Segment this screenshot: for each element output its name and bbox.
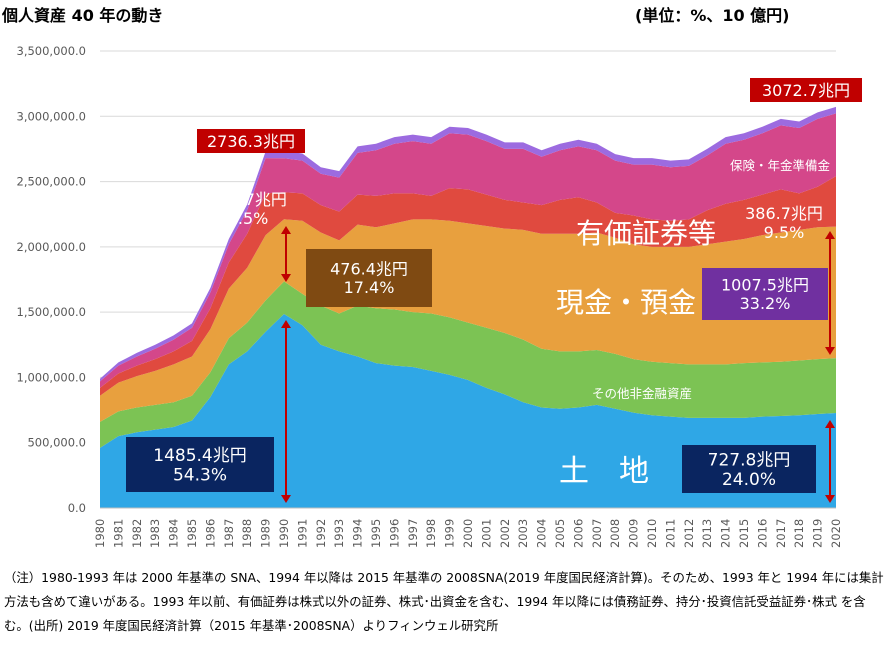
y-tick-label: 2,000,000.0	[17, 240, 87, 254]
x-tick-label: 1983	[148, 519, 162, 548]
x-tick-label: 2013	[700, 519, 714, 548]
area-series-0	[100, 314, 836, 508]
x-tick-label: 1988	[240, 519, 254, 548]
x-tick-label: 1996	[387, 519, 401, 548]
cash-1990-box-text: 17.4%	[344, 278, 395, 297]
x-tick-label: 2004	[535, 519, 549, 548]
land-2020-box-text: 727.8兆円	[708, 450, 791, 470]
area-series-1	[100, 281, 836, 448]
x-tick-label: 1990	[277, 519, 291, 548]
chart-title: 個人資産 40 年の動き	[2, 6, 164, 25]
total-1990-box-text: 2736.3兆円	[207, 132, 295, 151]
arrow-cash-1990-head-top	[281, 226, 291, 234]
x-tick-label: 1985	[185, 519, 199, 548]
cash-2020-box	[702, 268, 828, 320]
arrow-land-2020-head-top	[825, 420, 835, 428]
x-tick-label: 1997	[406, 519, 420, 548]
label-land: 土 地	[559, 454, 649, 489]
x-tick-label: 2015	[737, 519, 751, 548]
x-tick-label: 1999	[443, 519, 457, 548]
y-tick-label: 0.0	[68, 501, 86, 515]
x-tick-label: 2011	[663, 519, 677, 548]
x-tick-label: 2019	[811, 519, 825, 548]
land-1990-box	[126, 437, 274, 492]
y-tick-label: 1,000,000.0	[17, 370, 87, 384]
cash-2020-box-text: 1007.5兆円	[721, 276, 809, 295]
total-1990-box	[197, 129, 305, 153]
x-tick-label: 2009	[627, 519, 641, 548]
x-tick-label: 2018	[792, 519, 806, 548]
land-1990-box-text: 54.3%	[173, 465, 227, 485]
y-tick-label: 1,500,000.0	[17, 305, 87, 319]
y-tick-label: 500,000.0	[27, 436, 86, 450]
x-tick-label: 2016	[755, 519, 769, 548]
land-2020-box-text: 24.0%	[722, 470, 776, 490]
unit-label: (単位：%、10 億円)	[635, 6, 790, 25]
y-tick-label: 3,500,000.0	[17, 44, 87, 58]
total-2020-box	[750, 78, 862, 102]
x-tick-label: 1989	[259, 519, 273, 548]
sec-1990-text: 206.7兆円	[209, 190, 287, 209]
x-tick-label: 2014	[719, 519, 733, 548]
x-tick-label: 2002	[498, 519, 512, 548]
x-tick-label: 1986	[203, 519, 217, 548]
total-2020-box-text: 3072.7兆円	[762, 81, 850, 100]
cash-2020-box-text: 33.2%	[740, 294, 791, 313]
x-tick-label: 2006	[571, 519, 585, 548]
y-tick-label: 3,000,000.0	[17, 109, 87, 123]
label-securities: 有価証券等	[576, 217, 716, 250]
x-tick-label: 2017	[774, 519, 788, 548]
x-tick-label: 1984	[167, 519, 181, 548]
stacked-area-chart: 0.0 500,000.0 1,000,000.0 1,500,000.0 2,000,…	[17, 44, 862, 548]
x-tick-label: 1982	[130, 519, 144, 548]
arrow-cash-2020-head-bottom	[825, 347, 835, 355]
x-tick-label: 2012	[682, 519, 696, 548]
sec-1990-text: 9.5%	[228, 209, 269, 228]
arrow-land-1990-head-top	[281, 320, 291, 328]
x-tick-label: 1995	[369, 519, 383, 548]
x-tick-label: 1992	[314, 519, 328, 548]
x-tick-label: 2010	[645, 519, 659, 548]
area-series-4	[100, 113, 836, 388]
sec-2020-text: 386.7兆円	[745, 204, 823, 223]
x-tick-label: 1993	[332, 519, 346, 548]
arrow-cash-2020-head-top	[825, 231, 835, 239]
cash-1990-box	[306, 249, 432, 307]
arrow-land-1990-head-bottom	[281, 495, 291, 503]
area-series-3	[100, 176, 836, 396]
x-tick-label: 2008	[608, 519, 622, 548]
land-2020-box	[682, 445, 816, 493]
x-tick-label: 2007	[590, 519, 604, 548]
x-tick-label: 1994	[351, 519, 365, 548]
x-tick-label: 1980	[93, 519, 107, 548]
footnote: （注）1980-1993 年は 2000 年基準の SNA、1994 年以降は …	[4, 570, 884, 633]
x-tick-label: 1991	[295, 519, 309, 548]
y-tick-label: 2,500,000.0	[17, 175, 87, 189]
label-insurance: 保険・年金準備金	[730, 158, 831, 173]
arrow-land-2020-head-bottom	[825, 495, 835, 503]
area-series-2	[100, 219, 836, 422]
x-tick-label: 1981	[111, 519, 125, 548]
x-tick-label: 2003	[516, 519, 530, 548]
label-other-nonfinancial: その他非金融資産	[592, 386, 692, 401]
label-cash: 現金・預金	[556, 286, 696, 319]
cash-1990-box-text: 476.4兆円	[330, 260, 408, 279]
x-tick-label: 1987	[222, 519, 236, 548]
sec-2020-text: 9.5%	[764, 223, 805, 242]
arrow-cash-1990-head-bottom	[281, 274, 291, 282]
x-tick-label: 1998	[424, 519, 438, 548]
land-1990-box-text: 1485.4兆円	[153, 446, 246, 466]
x-tick-label: 2000	[461, 519, 475, 548]
x-tick-label: 2020	[829, 519, 843, 548]
x-tick-label: 2001	[479, 519, 493, 548]
x-tick-label: 2005	[553, 519, 567, 548]
